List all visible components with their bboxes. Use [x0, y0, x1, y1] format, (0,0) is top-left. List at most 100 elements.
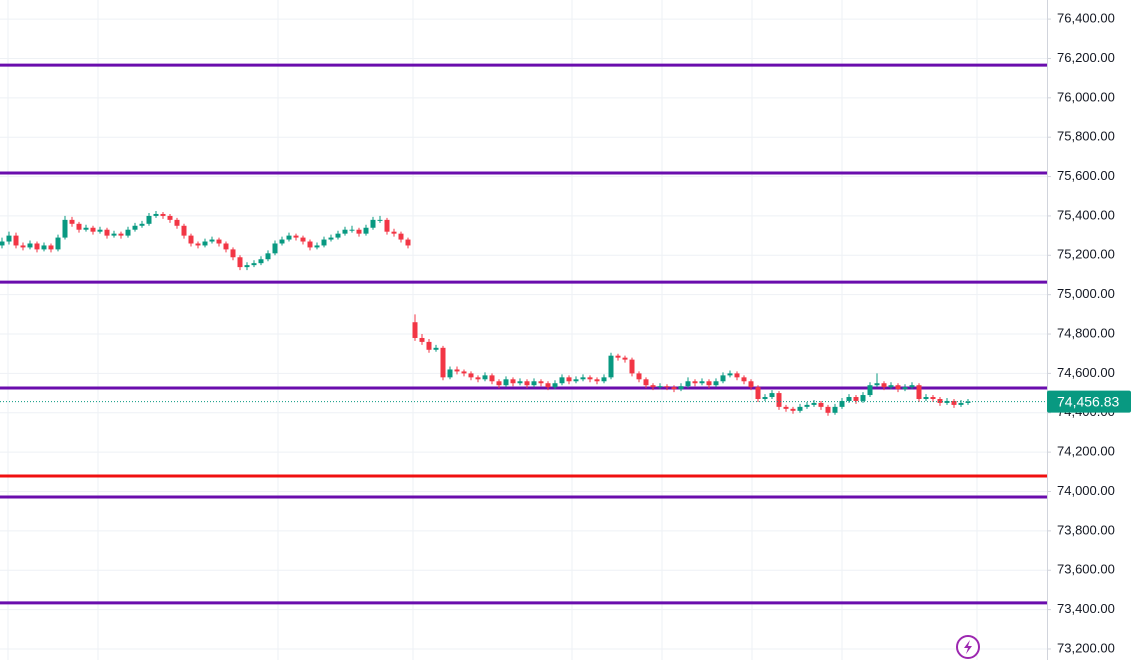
candle-body: [601, 377, 607, 382]
candle-body: [286, 235, 292, 240]
candle-body: [594, 379, 600, 382]
candle-body: [90, 227, 96, 232]
candle-body: [566, 377, 572, 382]
candle-body: [300, 237, 306, 242]
candle-body: [209, 239, 215, 242]
candle-body: [685, 381, 691, 387]
y-tick-label: 75,800.00: [1057, 129, 1115, 144]
y-tick-label: 74,600.00: [1057, 365, 1115, 380]
y-tick-label: 76,200.00: [1057, 50, 1115, 65]
candle-body: [27, 243, 33, 248]
candle-body: [62, 219, 68, 238]
candle-body: [545, 383, 551, 388]
candle-body: [608, 355, 614, 378]
candle-body: [188, 235, 194, 244]
candle-body: [412, 322, 418, 338]
y-tick-label: 75,600.00: [1057, 168, 1115, 183]
candle-body: [804, 404, 810, 407]
candle-body: [720, 375, 726, 382]
candle-body: [510, 379, 516, 384]
candle-body: [937, 398, 943, 403]
candle-body: [153, 213, 159, 216]
candle-body: [69, 219, 75, 224]
candle-body: [76, 223, 82, 230]
candle-body: [454, 369, 460, 372]
candle-body: [41, 245, 47, 250]
candle-body: [629, 359, 635, 374]
candle-body: [517, 381, 523, 384]
candle-body: [216, 239, 222, 244]
candle-body: [489, 375, 495, 382]
candle-body: [706, 381, 712, 386]
candle-body: [790, 408, 796, 411]
candle-body: [447, 369, 453, 378]
candle-body: [825, 406, 831, 413]
y-tick-label: 74,200.00: [1057, 444, 1115, 459]
candle-body: [909, 385, 915, 388]
candle-body: [125, 229, 131, 236]
candle-body: [307, 241, 313, 248]
candle-body: [944, 400, 950, 403]
horizontal-grid: [0, 18, 1047, 650]
candle-body: [335, 233, 341, 238]
y-tick-label: 76,000.00: [1057, 89, 1115, 104]
candle-body: [83, 227, 89, 230]
candle-body: [195, 243, 201, 246]
y-tick-label: 73,600.00: [1057, 562, 1115, 577]
candle-body: [370, 219, 376, 228]
candle-body: [839, 400, 845, 407]
candle-body: [755, 387, 761, 399]
y-tick-label: 75,400.00: [1057, 207, 1115, 222]
candle-body: [783, 406, 789, 409]
candle-body: [573, 379, 579, 382]
y-tick-label: 73,200.00: [1057, 640, 1115, 655]
candle-body: [328, 237, 334, 240]
candle-body: [762, 397, 768, 399]
candle-body: [160, 213, 166, 216]
candle-body: [293, 235, 299, 238]
candle-body: [384, 219, 390, 232]
candle-body: [881, 383, 887, 388]
candle-body: [265, 253, 271, 260]
candle-body: [811, 402, 817, 405]
y-tick-label: 75,200.00: [1057, 247, 1115, 262]
candle-body: [139, 223, 145, 226]
candle-body: [468, 373, 474, 378]
candle-body: [13, 235, 19, 246]
candle-body: [734, 373, 740, 378]
candle-body: [405, 239, 411, 246]
candle-body: [699, 381, 705, 384]
candle-body: [20, 245, 26, 248]
candle-body: [440, 347, 446, 378]
candle-body: [846, 397, 852, 401]
candle-body: [426, 341, 432, 350]
candle-body: [342, 229, 348, 234]
candle-body: [503, 379, 509, 386]
candle-body: [727, 373, 733, 376]
candle-body: [552, 383, 558, 388]
lightning-icon[interactable]: [964, 640, 972, 654]
candle-body: [678, 386, 684, 390]
candle-body: [167, 215, 173, 220]
y-tick-label: 75,000.00: [1057, 286, 1115, 301]
candle-body: [391, 231, 397, 234]
candle-body: [118, 233, 124, 236]
lightning-button[interactable]: [956, 635, 980, 659]
candle-body: [356, 229, 362, 234]
candle-body: [895, 385, 901, 390]
candle-body: [559, 377, 565, 384]
candle-body: [951, 400, 957, 405]
candle-body: [237, 257, 243, 268]
candle-body: [524, 381, 530, 386]
candle-body: [349, 229, 355, 231]
candle-body: [860, 395, 866, 401]
candle-body: [615, 355, 621, 358]
candle-body: [664, 386, 670, 388]
candle-body: [482, 375, 488, 380]
candle-body: [622, 357, 628, 360]
candle-body: [797, 406, 803, 411]
candle-body: [97, 229, 103, 232]
candle-body: [958, 402, 964, 405]
y-tick-label: 74,800.00: [1057, 325, 1115, 340]
last-price-box: [1047, 390, 1131, 413]
